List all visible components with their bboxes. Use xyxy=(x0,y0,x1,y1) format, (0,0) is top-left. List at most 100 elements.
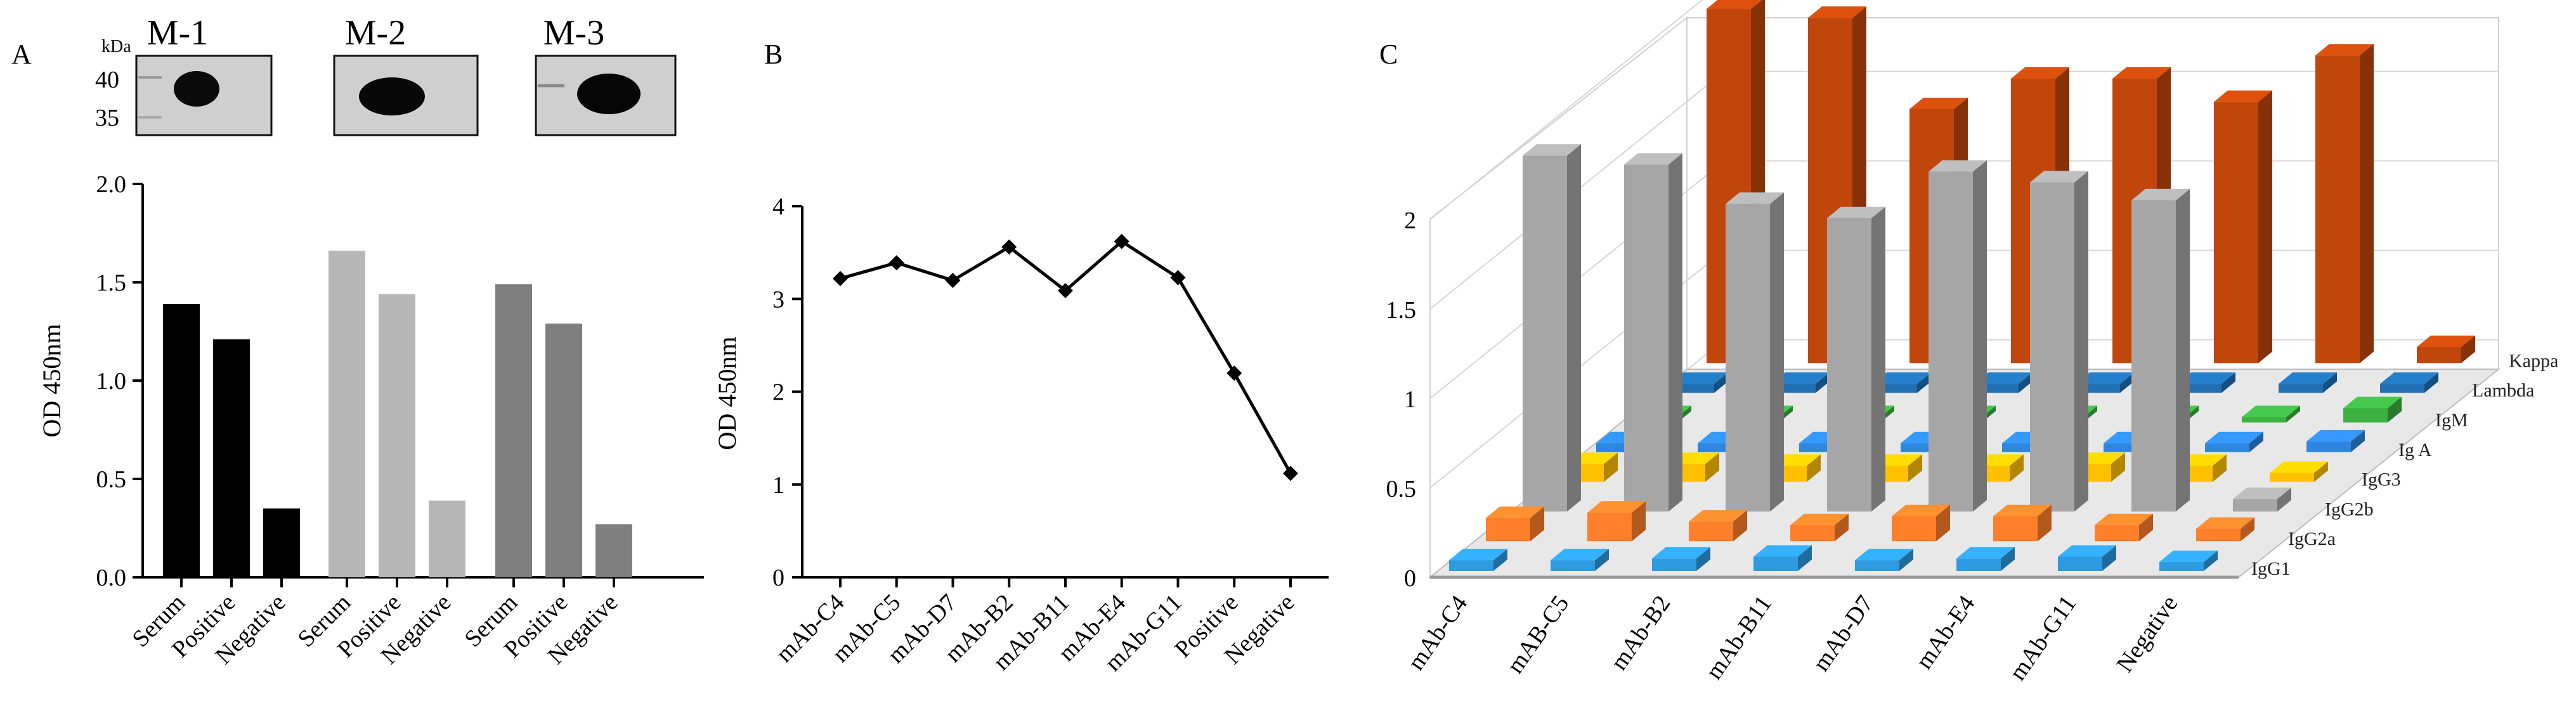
chart-c-bar-side xyxy=(1696,547,1710,571)
chart-b-point xyxy=(888,255,904,271)
chart-c-bar xyxy=(2168,454,2227,482)
chart-c-bar xyxy=(1993,504,2052,542)
chart-c-bar-side xyxy=(1816,372,1830,393)
chart-c-bar-top xyxy=(1974,372,2033,384)
chart-c-bar-top xyxy=(1551,549,1609,561)
chart-c-bar-side xyxy=(2213,454,2227,482)
chart-c-bar-top xyxy=(2214,90,2272,102)
chart-c-bar xyxy=(1956,547,2015,571)
chart-c-bar-top xyxy=(2196,517,2254,529)
chart-c-bar xyxy=(1790,513,1849,542)
chart-c-bar xyxy=(2315,44,2374,363)
chart-c-bar-side xyxy=(1770,192,1784,512)
chart-c-bar-top xyxy=(1707,0,1762,10)
chart-c-category-label: Negative xyxy=(2111,591,2183,677)
chart-c-bar xyxy=(1753,545,1812,571)
chart-c-bar-top xyxy=(1808,6,1866,18)
chart-c-bar-front xyxy=(2306,441,2351,452)
chart-c-bar xyxy=(2205,431,2263,452)
blot-title-m1: M-1 xyxy=(147,13,208,53)
chart-c-bar-side xyxy=(1908,454,1922,482)
marker-35: 35 xyxy=(95,105,119,131)
chart-c-bar-top xyxy=(1909,97,1968,109)
chart-c-bar xyxy=(2417,336,2475,363)
chart-c-bar-front xyxy=(1523,155,1567,512)
chart-c-bar-side xyxy=(1917,372,1931,393)
chart-c-bar-top xyxy=(1624,153,1682,165)
chart-b-ytick-label: 0 xyxy=(772,565,784,591)
chart-c-bar-top xyxy=(2177,372,2235,384)
panel-label-a: A xyxy=(11,39,32,70)
chart-c-bar xyxy=(2214,90,2272,363)
chart-c-bar xyxy=(1892,504,1950,542)
chart-c-bar-front xyxy=(1689,521,1733,542)
chart-c-bar-front xyxy=(2270,473,2314,482)
blot-m1 xyxy=(135,55,273,136)
chart-c-bar-side xyxy=(2323,372,2337,393)
chart-c-bar-side xyxy=(2258,90,2272,363)
chart-c-ztick-label: 1.5 xyxy=(1386,297,1417,324)
chart-c-bar-side xyxy=(2461,336,2475,363)
chart-c-bar xyxy=(2270,461,2328,482)
chart-c-bar-top xyxy=(2380,372,2438,384)
chart-c-bar xyxy=(2131,188,2190,512)
chart-c-bar xyxy=(1827,206,1885,512)
chart-b-point xyxy=(1001,239,1017,255)
chart-c-bar-front xyxy=(2095,525,2139,542)
chart-c-series-label: Lambda xyxy=(2472,380,2534,401)
chart-c-bar-front xyxy=(1790,525,1835,542)
chart-c-bar-side xyxy=(1936,504,1950,542)
chart-c-bar-front xyxy=(1827,218,1871,512)
chart-c-bar-top xyxy=(1827,206,1885,218)
chart-c-3d-bar: 0 0.5 1 1.5 2 mAb-C4 mAB-C5 mAb-B2 mAb-B11 mAb-D… xyxy=(1386,0,2558,685)
chart-c-bar-top xyxy=(1670,372,1728,384)
chart-c-bar-side xyxy=(1714,372,1728,393)
chart-c-bar-side xyxy=(2388,396,2402,422)
blot-title-m2: M-2 xyxy=(345,13,406,53)
chart-a-bar xyxy=(163,304,200,577)
chart-c-bar xyxy=(2279,372,2337,393)
chart-a-bar xyxy=(263,508,300,577)
chart-a-bar: OD 450nm 0.00.51.01.52.0 SerumPositiveNe… xyxy=(37,171,704,669)
chart-c-bar-front xyxy=(1892,516,1936,542)
chart-c-bar-top xyxy=(1753,545,1812,557)
chart-c-category-label: mAb-B2 xyxy=(1606,591,1676,675)
chart-c-bar-top xyxy=(2270,461,2328,473)
chart-c-bar-side xyxy=(2010,454,2024,482)
chart-c-bar xyxy=(1689,510,1747,542)
blot-m2 xyxy=(333,55,479,136)
chart-c-bar xyxy=(2095,513,2153,542)
chart-c-bar-top xyxy=(1726,192,1784,204)
chart-c-bar-side xyxy=(2204,550,2218,571)
chart-c-bar-top xyxy=(1855,549,1913,561)
chart-c-ztick-label: 0.5 xyxy=(1386,476,1417,502)
chart-c-bar xyxy=(2030,171,2088,512)
chart-c-bar-top xyxy=(2095,513,2153,525)
chart-c-bar-front xyxy=(2214,101,2258,363)
chart-c-bar-side xyxy=(2102,545,2116,571)
chart-c-bar xyxy=(2196,517,2254,542)
chart-c-bar-front xyxy=(2242,417,2286,422)
chart-c-bar-front xyxy=(1753,556,1798,571)
chart-c-bar-side xyxy=(2038,504,2052,542)
chart-c-bar-front xyxy=(2343,408,2388,422)
chart-c-bar-side xyxy=(1733,510,1747,542)
chart-c-ztick-label: 1 xyxy=(1404,386,1416,413)
chart-b-ytick-label: 2 xyxy=(772,379,784,406)
chart-b-point xyxy=(833,271,848,287)
chart-c-bar xyxy=(2058,545,2116,571)
panel-label-c: C xyxy=(1379,39,1398,70)
chart-c-bar-top xyxy=(2058,545,2116,557)
western-blots: kDa 40 35 M-1 M-2 M-3 xyxy=(95,13,677,136)
chart-c-bar-side xyxy=(1604,452,1618,482)
chart-c-bar xyxy=(1449,549,1507,571)
chart-c-bar-front xyxy=(1624,164,1669,512)
chart-c-bar-top xyxy=(2030,171,2088,183)
chart-c-bar-top xyxy=(2417,336,2475,348)
chart-c-bar xyxy=(2233,487,2291,512)
chart-c-series-label: IgG2b xyxy=(2325,499,2374,520)
chart-c-bar-top xyxy=(1486,506,1544,518)
blot-title-m3: M-3 xyxy=(543,13,604,53)
chart-c-bar-side xyxy=(2351,429,2365,452)
